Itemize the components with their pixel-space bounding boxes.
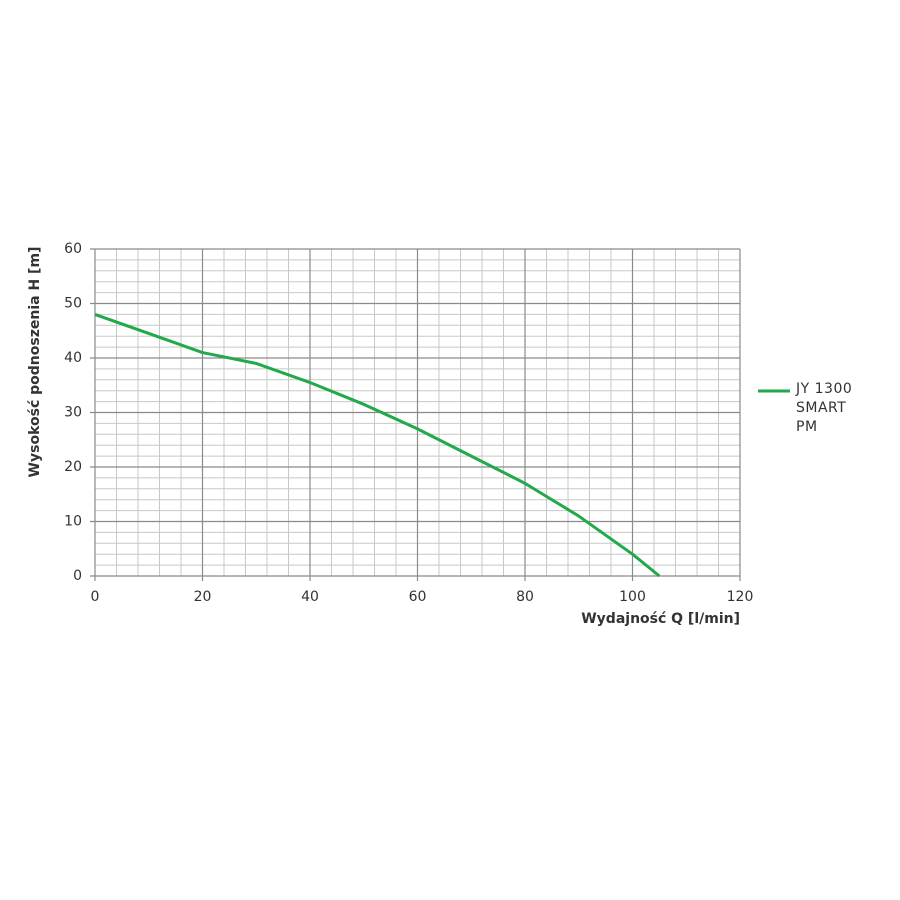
x-tick-label: 60 xyxy=(409,589,427,605)
data-line xyxy=(94,312,661,578)
y-tick-label: 40 xyxy=(64,350,82,366)
legend-label: JY 1300 SMART PM xyxy=(796,381,853,435)
y-tick-label: 60 xyxy=(64,241,82,257)
y-tick-label: 20 xyxy=(64,459,82,475)
y-tick-label: 50 xyxy=(64,296,82,312)
x-tick-label: 40 xyxy=(301,589,319,605)
x-tick-label: 100 xyxy=(619,589,646,605)
x-tick-label: 20 xyxy=(194,589,212,605)
x-tick-label: 120 xyxy=(727,589,754,605)
x-tick-label: 80 xyxy=(516,589,534,605)
x-axis-label: Wydajność Q [l/min] xyxy=(581,611,740,627)
y-tick-label: 10 xyxy=(64,514,82,530)
grid xyxy=(90,248,741,581)
y-tick-label: 30 xyxy=(64,405,82,421)
y-tick-label: 0 xyxy=(73,568,82,584)
y-axis-label: Wysokość podnoszenia H [m] xyxy=(27,247,43,478)
x-tick-label: 0 xyxy=(91,589,100,605)
